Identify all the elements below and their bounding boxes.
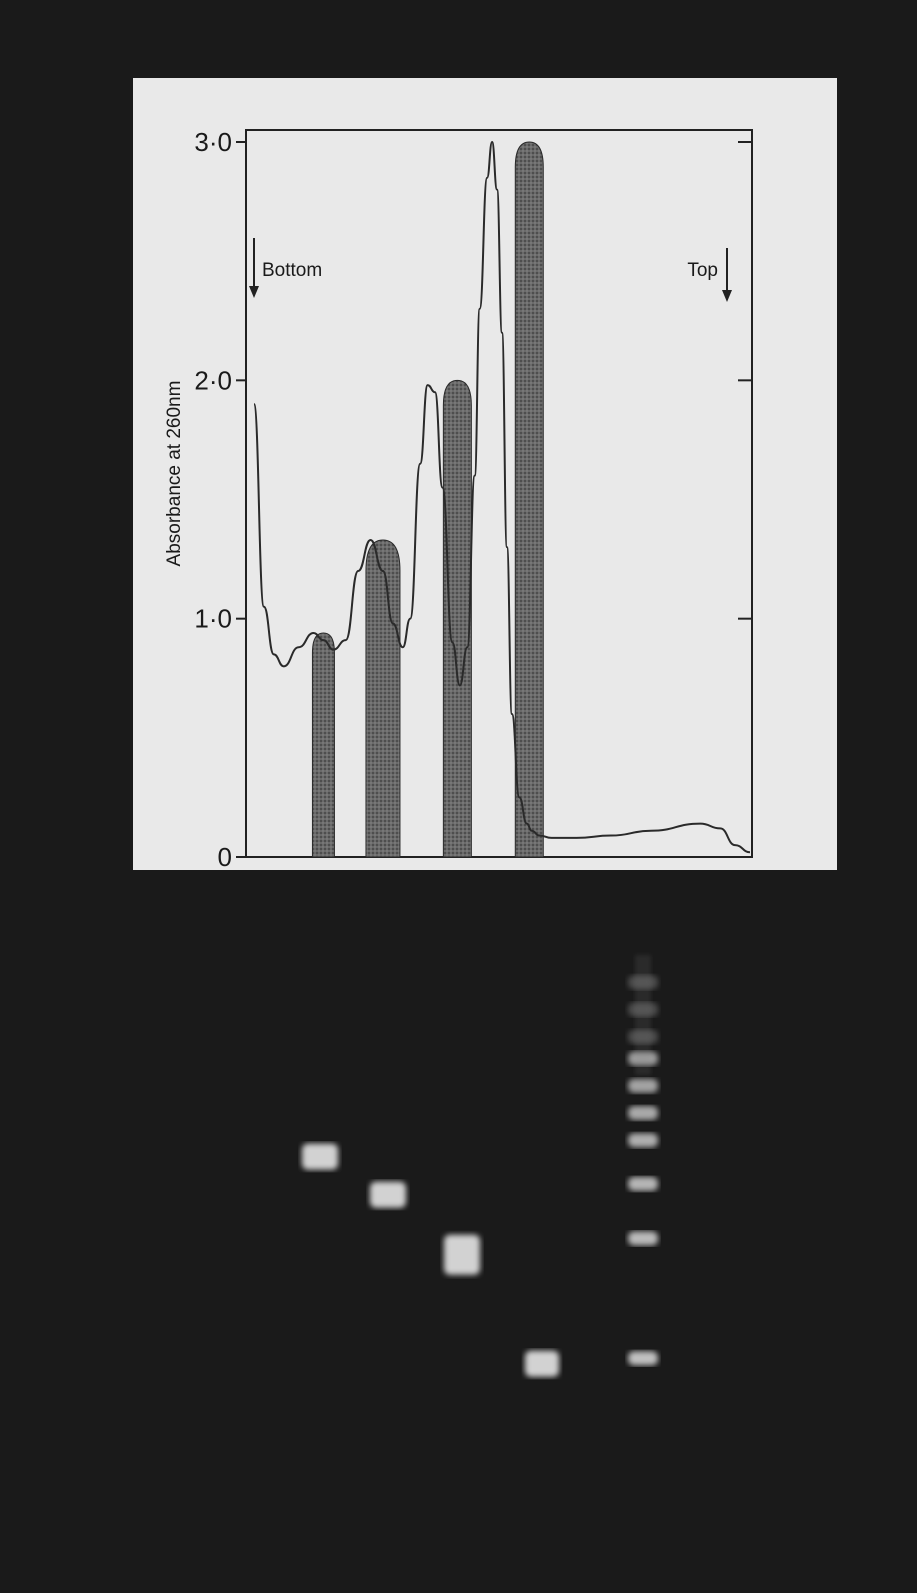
ladder-smear xyxy=(635,955,651,1075)
y-tick-label-1: 1·0 xyxy=(194,604,232,634)
ladder-band-6 xyxy=(628,1106,658,1121)
ladder-band-7 xyxy=(628,1133,658,1148)
y-tick-label-3: 3·0 xyxy=(194,127,232,157)
gel-band-lane4-1 xyxy=(525,1350,559,1377)
absorbance-chart: 0 1·0 2·0 3·0 Absorbance at 260nm Bottom Top xyxy=(164,127,753,872)
shaded-peak-4 xyxy=(514,141,544,858)
gel-band-lane1-1 xyxy=(302,1143,338,1170)
y-tick-label-2: 2·0 xyxy=(194,365,232,395)
absorbance-curve xyxy=(253,140,751,854)
shaded-peak-3 xyxy=(442,379,472,858)
top-arrow-icon xyxy=(722,290,732,302)
gel-band-lane2-1 xyxy=(370,1181,406,1208)
plot-frame xyxy=(245,129,753,858)
ladder-band-5 xyxy=(628,1078,658,1093)
gel-band-lane3-1 xyxy=(444,1234,480,1275)
top-label: Top xyxy=(687,260,718,281)
y-axis-label: Absorbance at 260nm xyxy=(164,381,185,567)
shaded-peak-2 xyxy=(365,539,401,858)
ladder-band-9 xyxy=(628,1231,658,1246)
bottom-arrow-icon xyxy=(249,286,259,298)
y-tick-label-0: 0 xyxy=(218,842,232,872)
bottom-label: Bottom xyxy=(262,260,322,281)
ladder-band-10 xyxy=(628,1351,658,1366)
shaded-peak-1 xyxy=(311,632,335,858)
gel-image xyxy=(302,955,658,1377)
ladder-band-8 xyxy=(628,1176,658,1191)
